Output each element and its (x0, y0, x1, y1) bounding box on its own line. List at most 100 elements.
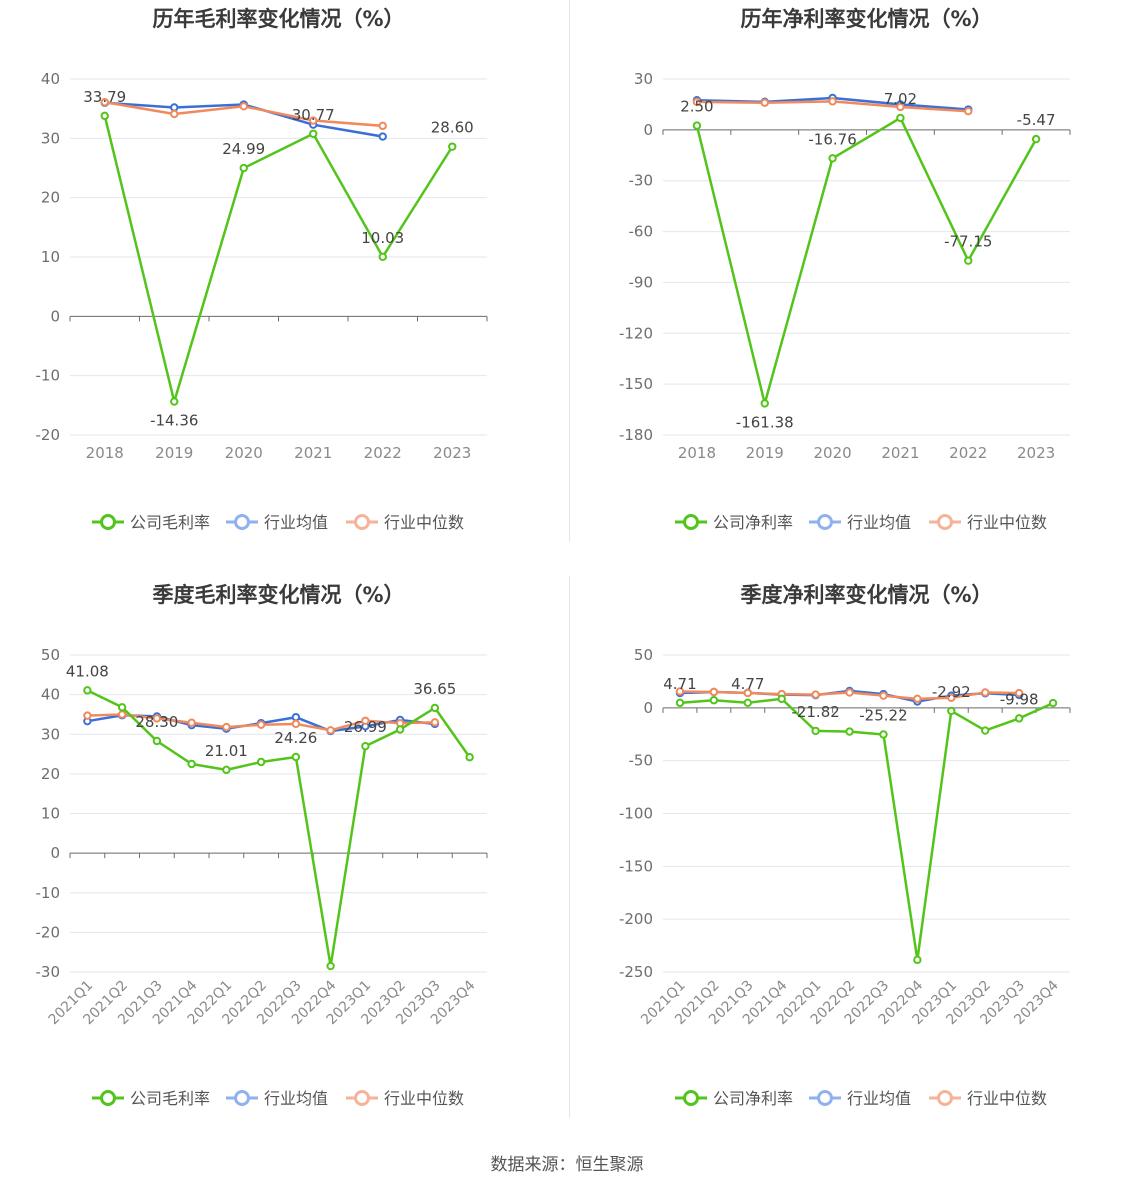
y-tick-label: 30 (41, 129, 60, 147)
legend-item: 行业均值 (809, 1089, 911, 1108)
legend-label: 公司净利率 (713, 513, 793, 532)
chart-annual-net-margin: 历年净利率变化情况（%） 30 0 -30 -60 -90 -120 -150 -180 2018… (619, 7, 1071, 532)
data-label: -161.38 (736, 413, 794, 431)
y-tick-label: 30 (41, 725, 60, 743)
data-label: 7.02 (884, 90, 917, 108)
x-tick-label: 2019 (155, 444, 193, 462)
data-point (291, 752, 301, 762)
data-point (760, 399, 769, 408)
data-point (378, 132, 387, 141)
data-point (326, 726, 335, 735)
data-point (811, 726, 820, 736)
y-tick-label: -30 (36, 963, 61, 981)
legend-label: 行业中位数 (384, 1089, 464, 1108)
legend-marker (100, 514, 116, 530)
data-point (879, 691, 888, 700)
data-label: 36.65 (413, 680, 456, 698)
data-point (760, 98, 769, 107)
data-point (964, 256, 973, 265)
data-point (239, 163, 248, 173)
data-point (981, 726, 990, 735)
data-label: 4.77 (731, 675, 764, 693)
legend-label: 行业中位数 (967, 1089, 1047, 1108)
data-point (256, 720, 266, 729)
y-tick-label: -10 (36, 884, 61, 902)
data-point (743, 688, 752, 698)
data-point (152, 714, 162, 723)
data-label: -25.22 (859, 706, 907, 724)
data-point (828, 154, 837, 163)
data-point (239, 102, 248, 111)
data-point (1048, 698, 1058, 708)
data-label: 2.50 (680, 98, 713, 116)
data-point (170, 109, 179, 119)
legend-marker (354, 514, 370, 530)
y-tick-label: 0 (643, 699, 653, 717)
y-tick-label: 0 (50, 307, 60, 325)
y-tick-label: -50 (629, 752, 654, 770)
data-point (1031, 134, 1041, 144)
y-tick-label: 40 (41, 686, 60, 704)
data-point (1014, 714, 1024, 723)
data-point (709, 687, 719, 697)
x-tick-label: 2019 (746, 444, 784, 462)
data-point (309, 116, 318, 125)
x-tick-label: 2023 (1017, 444, 1055, 462)
y-tick-label: -150 (619, 375, 653, 393)
y-tick-label: -90 (629, 273, 654, 291)
y-tick-label: 50 (41, 646, 60, 664)
x-tick-label: 2018 (86, 444, 124, 462)
data-label: 24.26 (274, 729, 317, 747)
data-point (896, 113, 905, 123)
y-tick-label: 10 (41, 805, 60, 823)
data-point (845, 688, 854, 697)
legend-label: 行业中位数 (967, 513, 1047, 532)
legend-item: 公司毛利率 (92, 1089, 210, 1108)
data-label: 28.30 (135, 713, 178, 731)
legend-marker (817, 1090, 833, 1106)
series-line (695, 116, 1038, 405)
series-line (679, 697, 1054, 962)
x-tick-label: 2022 (364, 444, 402, 462)
legend-label: 行业均值 (264, 513, 328, 532)
panel-divider-top (569, 0, 570, 542)
data-point (913, 955, 922, 965)
y-tick-label: -60 (629, 223, 654, 241)
y-tick-label: -180 (619, 426, 653, 444)
chart-panel-quarterly-gross: 季度毛利率变化情况（%） 50 40 30 20 10 0 -10 -20 -30 2021Q1 20… (0, 576, 567, 1152)
data-point (83, 686, 92, 695)
data-point (879, 730, 888, 739)
data-point (378, 252, 387, 262)
data-point (100, 111, 109, 121)
y-tick-label: 10 (41, 248, 60, 266)
data-point (326, 961, 335, 971)
legend-label: 公司毛利率 (130, 513, 210, 532)
legend-marker (100, 1090, 116, 1106)
data-label: -14.36 (150, 412, 198, 430)
data-label: 24.99 (222, 140, 265, 158)
data-source: 数据来源：恒生聚源 (490, 1155, 644, 1175)
data-point (187, 718, 196, 727)
data-point (83, 711, 92, 720)
legend-item: 行业中位数 (929, 513, 1047, 532)
series-line (86, 689, 471, 968)
data-label: -5.47 (1017, 111, 1056, 129)
legend-marker (937, 1090, 953, 1106)
data-point (981, 688, 990, 697)
data-point (291, 713, 301, 722)
legend-marker (817, 514, 833, 530)
data-point (1014, 688, 1024, 698)
data-point (100, 97, 109, 107)
data-point (896, 102, 905, 112)
data-point (947, 693, 956, 702)
legend-item: 行业均值 (809, 513, 911, 532)
data-point (430, 703, 440, 713)
y-tick-label: -120 (619, 324, 653, 342)
data-point (675, 698, 685, 708)
legend-item: 行业中位数 (346, 1089, 464, 1108)
data-point (913, 694, 922, 704)
y-tick-label: 20 (41, 189, 60, 207)
data-label: 10.03 (361, 229, 404, 247)
series-line (103, 115, 454, 403)
data-point (361, 716, 370, 725)
